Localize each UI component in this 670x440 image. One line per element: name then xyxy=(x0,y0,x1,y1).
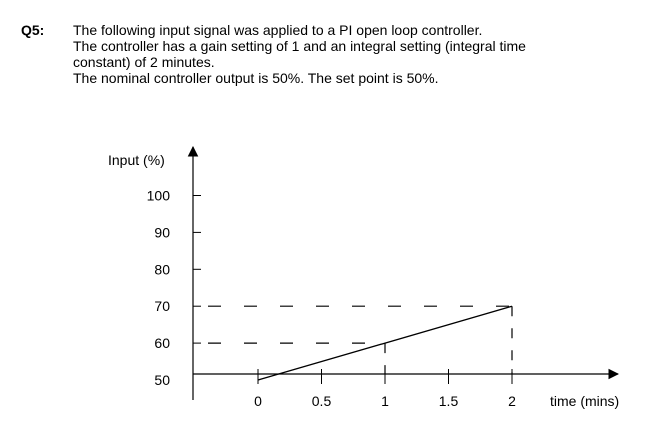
x-tick-label: 0 xyxy=(254,393,262,409)
question-line: The following input signal was applied t… xyxy=(73,22,483,38)
question-line: The nominal controller output is 50%. Th… xyxy=(73,70,439,86)
y-tick-label: 70 xyxy=(154,298,170,314)
x-tick-label: 2 xyxy=(508,393,516,409)
y-tick-label: 50 xyxy=(154,372,170,388)
x-axis-label: time (mins) xyxy=(550,393,619,409)
x-tick-label: 1.5 xyxy=(439,393,459,409)
y-tick-label: 90 xyxy=(154,224,170,240)
y-tick-label: 100 xyxy=(147,188,171,204)
y-tick-label: 80 xyxy=(154,261,170,277)
input-signal-line xyxy=(257,305,513,381)
question-line: The controller has a gain setting of 1 a… xyxy=(73,38,526,54)
y-tick-label: 60 xyxy=(154,335,170,351)
y-axis-label: Input (%) xyxy=(108,152,165,168)
x-tick-label: 0.5 xyxy=(312,393,332,409)
question-text: The following input signal was applied t… xyxy=(73,22,526,86)
x-tick-label: 1 xyxy=(381,393,389,409)
question-number: Q5: xyxy=(21,22,45,38)
question-line: constant) of 2 minutes. xyxy=(73,54,215,70)
